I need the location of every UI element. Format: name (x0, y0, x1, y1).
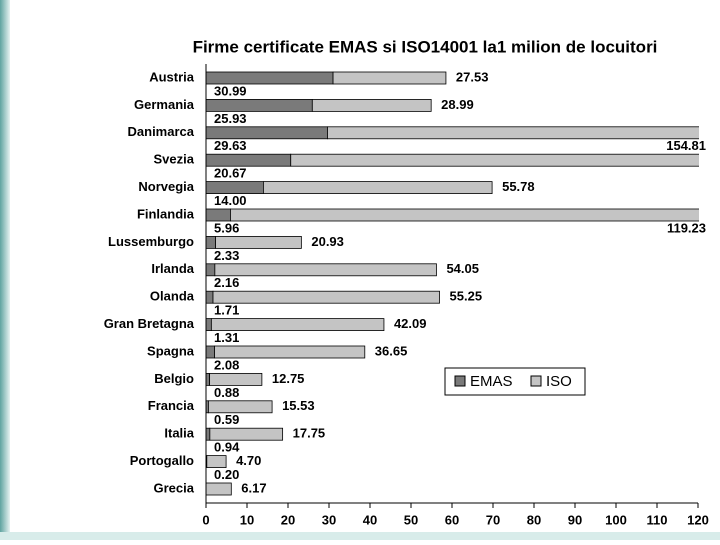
value-label: 0.20 (214, 467, 239, 482)
value-label: 0.94 (214, 440, 240, 455)
bar-segment (209, 372, 263, 386)
y-tick-label: Irlanda (151, 261, 194, 276)
value-label: 25.93 (214, 111, 247, 126)
value-label: 17.75 (293, 426, 326, 441)
legend-swatch (454, 375, 466, 387)
bar-segment (206, 263, 216, 277)
legend-label: ISO (546, 373, 572, 390)
y-tick-label: Portogallo (130, 453, 194, 468)
y-tick-label: Svezia (154, 152, 195, 167)
x-tick-label: 50 (404, 512, 418, 527)
bar-segment (206, 99, 313, 112)
bar-segment (262, 181, 493, 195)
value-label: 1.31 (214, 330, 239, 345)
value-label: 1.71 (214, 303, 239, 318)
value-label: 15.53 (282, 398, 315, 413)
x-tick-label: 110 (647, 512, 668, 527)
x-tick-label: 90 (568, 512, 582, 527)
value-label: 154.81 (666, 138, 706, 153)
bar-segment (206, 181, 264, 195)
bar-segment (208, 400, 273, 414)
legend-box (444, 367, 586, 396)
value-label: 0.88 (214, 385, 239, 400)
x-tick-label: 40 (363, 512, 377, 527)
x-tick-label: 10 (240, 512, 254, 527)
bar-segment (206, 126, 328, 140)
bar-segment (214, 345, 366, 359)
value-label: 42.09 (394, 316, 427, 331)
bar-segment (206, 290, 214, 304)
x-tick-label: 20 (281, 512, 295, 527)
value-label: 20.93 (311, 234, 344, 249)
value-label: 2.08 (214, 357, 239, 372)
value-label: 6.17 (241, 480, 266, 495)
value-label: 119.23 (667, 220, 706, 235)
y-tick-label: Danimarca (128, 124, 195, 139)
bar-segment (209, 427, 284, 441)
slide-edge (0, 0, 10, 540)
slide-edge-bottom (0, 532, 720, 540)
chart-title: Firme certificate EMAS si ISO14001 la1 m… (193, 37, 658, 56)
y-tick-label: Lussemburgo (108, 234, 194, 249)
value-label: 20.67 (214, 166, 247, 181)
y-tick-label: Finlandia (137, 206, 195, 221)
bar-segment (311, 99, 432, 112)
plot-bars (206, 71, 699, 496)
y-tick-label: Norvegia (138, 179, 194, 194)
bar-segment (215, 235, 302, 249)
x-tick-label: 100 (605, 512, 627, 527)
y-tick-label: Spagna (147, 343, 195, 358)
value-label: 2.33 (214, 248, 239, 263)
x-tick-label: 120 (687, 512, 709, 527)
bar-segment (206, 235, 216, 249)
value-label: 12.75 (272, 371, 305, 386)
bar-segment (214, 263, 437, 277)
bar-segment (206, 153, 292, 167)
value-label: 27.53 (456, 69, 489, 84)
value-label: 36.65 (375, 343, 408, 358)
value-label: 28.99 (441, 97, 474, 112)
bar-segment (290, 153, 699, 167)
value-label: 5.96 (214, 220, 239, 235)
y-tick-label: Grecia (154, 480, 195, 495)
value-label: 55.78 (502, 179, 535, 194)
legend-label: EMAS (470, 373, 513, 390)
legend-swatch (530, 375, 542, 387)
value-label: 14.00 (214, 193, 247, 208)
y-tick-label: Olanda (150, 289, 195, 304)
x-tick-label: 70 (486, 512, 500, 527)
y-tick-label: Gran Bretagna (104, 316, 195, 331)
value-label: 0.59 (214, 412, 239, 427)
bar-segment (206, 208, 231, 222)
bar-segment (206, 318, 212, 332)
bar-segment (206, 455, 227, 469)
y-tick-label: Germania (134, 97, 195, 112)
value-label: 29.63 (214, 138, 247, 153)
y-tick-label: Austria (149, 69, 195, 84)
legend: EMAS ISO (444, 367, 586, 396)
value-label: 2.16 (214, 275, 239, 290)
x-tick-label: 0 (202, 512, 209, 527)
value-label: 55.25 (450, 289, 483, 304)
bar-segment (206, 427, 211, 441)
y-tick-label: Italia (164, 426, 194, 441)
bar-segment (206, 482, 232, 496)
bar-segment (332, 71, 447, 85)
bar-segment (210, 318, 385, 332)
bar-segment (206, 71, 334, 85)
bar-segment (206, 345, 215, 359)
x-tick-label: 60 (445, 512, 459, 527)
value-label: 54.05 (446, 261, 479, 276)
x-tick-label: 30 (322, 512, 336, 527)
value-label: 30.99 (214, 83, 247, 98)
y-tick-label: Belgio (154, 371, 194, 386)
bar-segment (327, 126, 699, 140)
value-label: 4.70 (236, 453, 261, 468)
y-tick-label: Francia (148, 398, 195, 413)
bar-segment (230, 208, 699, 222)
bar-segment (206, 372, 211, 386)
x-tick-label: 80 (527, 512, 541, 527)
bar-segment (212, 290, 440, 304)
